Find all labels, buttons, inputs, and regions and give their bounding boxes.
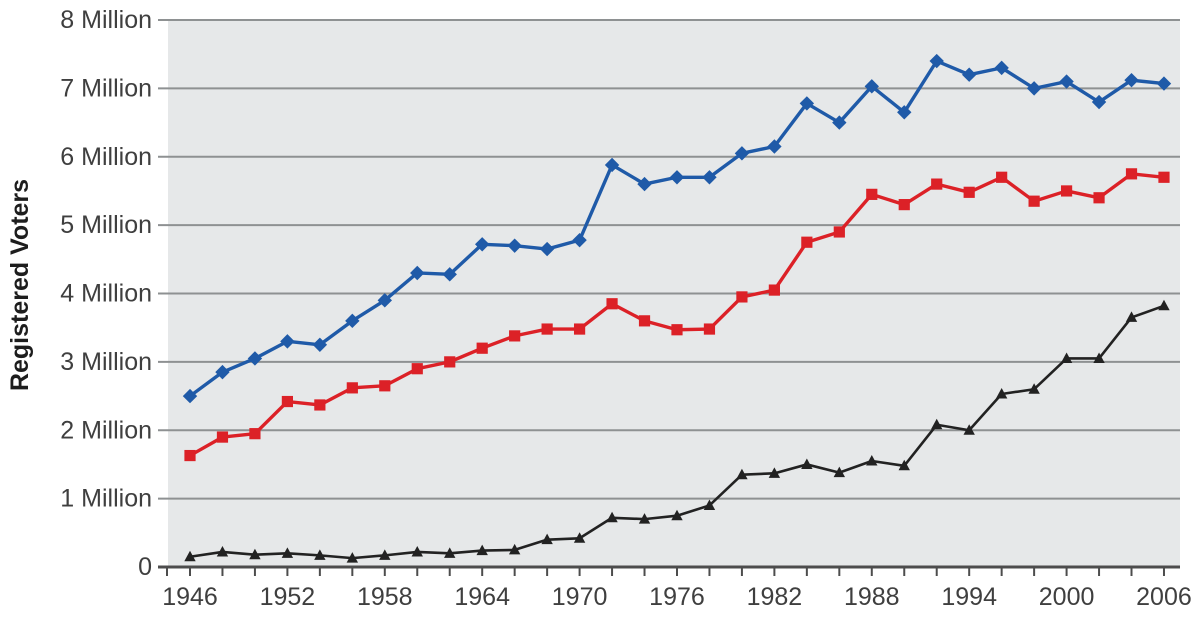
x-axis — [158, 565, 1180, 576]
x-tick-label: 1982 — [747, 583, 803, 611]
red-series — [184, 168, 1170, 462]
x-tick-label: 1976 — [649, 583, 705, 611]
x-tick-label: 1964 — [454, 583, 510, 611]
blue-series — [182, 53, 1172, 404]
y-tick-label: 2 Million — [60, 416, 152, 444]
x-tick-label: 1970 — [552, 583, 608, 611]
black-series-markers — [184, 299, 1170, 563]
y-tick-label: 1 Million — [60, 485, 152, 513]
y-tick-label: 4 Million — [60, 280, 152, 308]
y-tick-label: 3 Million — [60, 348, 152, 376]
y-tick-label: 7 Million — [60, 74, 152, 102]
y-tick-label: 6 Million — [60, 143, 152, 171]
y-tick-label: 5 Million — [60, 211, 152, 239]
y-axis-title: Registered Voters — [6, 178, 34, 392]
x-axis-tick-labels: 1946 1952 1958 1964 1970 1976 1982 1988 1994 2000… — [162, 583, 1192, 611]
x-tick-label: 1952 — [260, 583, 316, 611]
x-tick-label: 2006 — [1136, 583, 1192, 611]
y-axis-tick-labels: 0 1 Million 2 Million 3 Million 4 Million 5 M… — [60, 6, 152, 581]
black-series — [184, 299, 1170, 563]
y-tick-label: 0 — [138, 553, 152, 581]
x-tick-label: 1994 — [941, 583, 997, 611]
y-gridlines — [158, 19, 1180, 500]
y-tick-label: 8 Million — [60, 6, 152, 34]
x-tick-label: 1988 — [844, 583, 900, 611]
x-tick-label: 1958 — [357, 583, 413, 611]
blue-series-markers — [182, 53, 1172, 404]
x-tick-label: 2000 — [1039, 583, 1095, 611]
red-series-markers — [184, 168, 1170, 462]
x-tick-label: 1946 — [162, 583, 218, 611]
